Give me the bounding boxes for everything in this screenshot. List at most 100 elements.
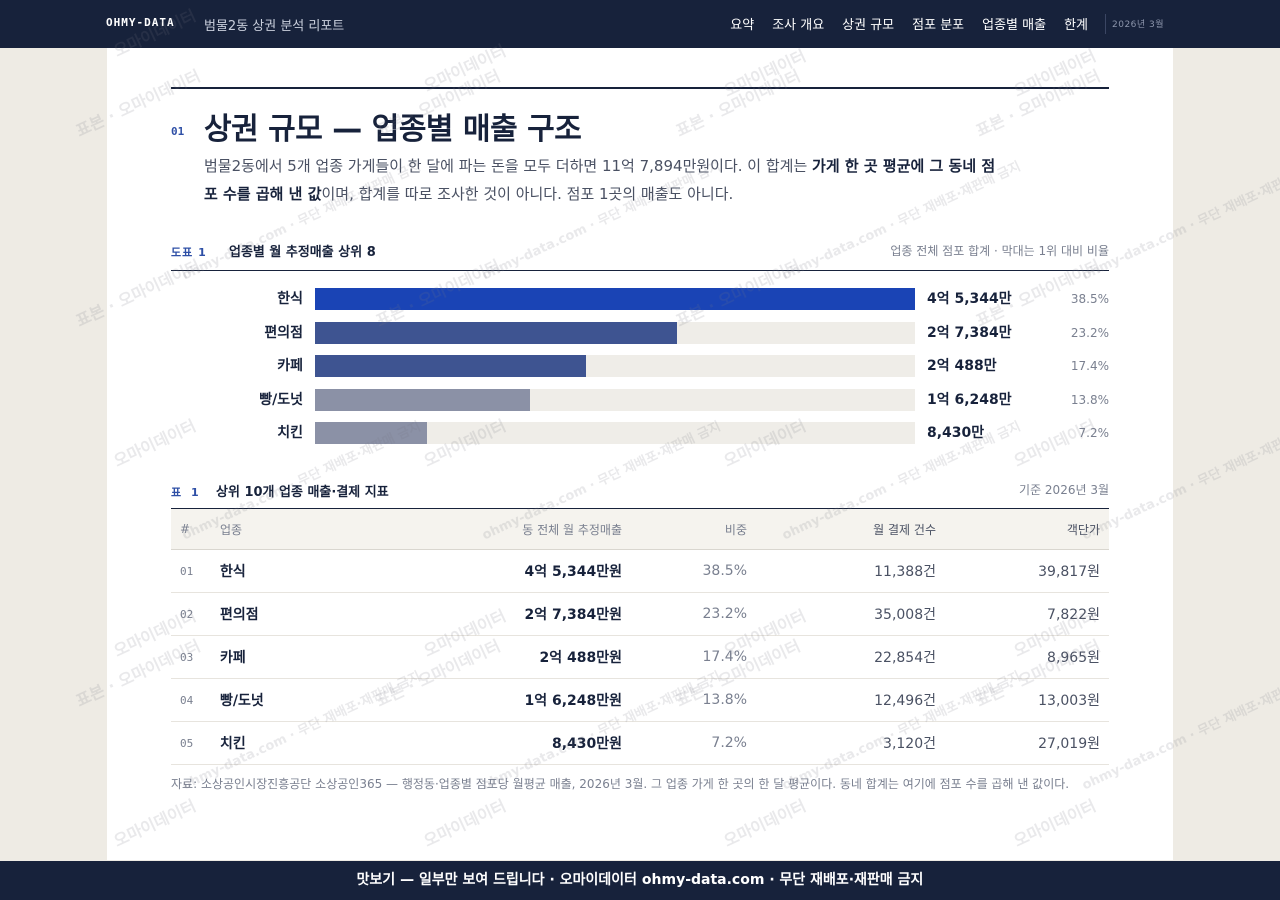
bar-value-label: 2억 7,384만 [927, 324, 1012, 341]
row-category: 빵/도넛 [211, 678, 331, 722]
bar [315, 355, 587, 377]
bar-track [315, 422, 915, 444]
bar [315, 321, 678, 344]
bar-share-label: 17.4% [1070, 359, 1109, 373]
bar-chart: 한식 4억 5,344만 38.5% 편의점 2억 7,384만 23.2% 카페 2억 48… [171, 288, 1109, 456]
table-row: 03 카페 2억 488만원 17.4% 22,854건 8,965원 [171, 635, 1109, 679]
nav-market-size[interactable]: 상권 규모 [842, 18, 895, 33]
bar-row: 카페 2억 488만 17.4% [171, 355, 1109, 389]
row-rank: 03 [171, 635, 211, 679]
table-row: 04 빵/도넛 1억 6,248만원 13.8% 12,496건 13,003원 [171, 678, 1109, 722]
nav-limitations[interactable]: 한계 [1064, 18, 1088, 33]
desc-part-1: 범물2동에서 5개 업종 가게들이 한 달에 파는 돈을 모두 더하면 11억 … [204, 157, 813, 175]
row-average-ticket: 27,019원 [945, 721, 1109, 765]
row-monthly-sales: 1억 6,248만원 [331, 678, 631, 722]
section-title: 상권 규모 — 업종별 매출 구조 [204, 112, 582, 147]
section-rule [171, 87, 1109, 89]
bar-value-label: 8,430만 [927, 425, 985, 441]
row-average-ticket: 8,965원 [945, 635, 1109, 679]
table-title: 상위 10개 업종 매출·결제 지표 [216, 485, 389, 500]
figure-note: 업종 전체 점포 합계 · 막대는 1위 대비 비율 [890, 244, 1109, 258]
row-payment-count: 35,008건 [756, 592, 945, 636]
row-share: 23.2% [631, 592, 756, 636]
row-rank: 01 [171, 549, 211, 593]
desc-part-2: 이며, 합계를 따로 조사한 것이 아니다. 점포 1곳의 매출도 아니다. [321, 185, 734, 203]
bar-category-label: 빵/도넛 [259, 391, 303, 408]
table-tag: 표 1 [171, 486, 202, 499]
table-header: 표 1 상위 10개 업종 매출·결제 지표 기준 2026년 3월 [171, 480, 1109, 509]
row-monthly-sales: 8,430만원 [331, 721, 631, 765]
nav-sales-by-category[interactable]: 업종별 매출 [982, 18, 1047, 33]
row-category: 치킨 [211, 721, 331, 765]
metrics-table: # 업종 동 전체 월 추정매출 비중 월 결제 건수 객단가 01 한식 4억 5… [171, 508, 1109, 765]
row-payment-count: 12,496건 [756, 678, 945, 722]
row-category: 편의점 [211, 592, 331, 636]
bar-share-label: 13.8% [1070, 392, 1109, 407]
row-share: 7.2% [631, 721, 756, 765]
section-description: 범물2동에서 5개 업종 가게들이 한 달에 파는 돈을 모두 더하면 11억 … [204, 152, 1004, 208]
col-payment-count: 월 결제 건수 [756, 508, 945, 550]
bar-track [315, 288, 915, 310]
source-note: 자료: 소상공인시장진흥공단 소상공인365 — 행정동·업종별 점포당 월평균… [171, 777, 1070, 791]
bar-row: 빵/도넛 1억 6,248만 13.8% [171, 388, 1109, 423]
table-row: 05 치킨 8,430만원 7.2% 3,120건 27,019원 [171, 721, 1109, 765]
table-header-row: # 업종 동 전체 월 추정매출 비중 월 결제 건수 객단가 [171, 508, 1109, 550]
nav-summary[interactable]: 요약 [730, 18, 755, 33]
col-share: 비중 [631, 508, 756, 550]
bar-value-label: 2억 488만 [927, 358, 997, 374]
bar-track [315, 355, 915, 377]
bar-value-label: 1억 6,248만 [927, 391, 1012, 408]
row-monthly-sales: 2억 488만원 [331, 635, 631, 679]
section-number: 01 [171, 125, 185, 138]
bar-share-label: 7.2% [1078, 426, 1110, 440]
bar-category-label: 편의점 [264, 324, 303, 341]
col-rank: # [171, 508, 211, 550]
report-sheet: 01 상권 규모 — 업종별 매출 구조 범물2동에서 5개 업종 가게들이 한… [107, 48, 1173, 860]
bar-share-label: 23.2% [1070, 325, 1109, 340]
bar [315, 422, 427, 444]
nav-store-distribution[interactable]: 점포 분포 [912, 18, 965, 33]
row-payment-count: 3,120건 [756, 721, 945, 765]
col-monthly-sales: 동 전체 월 추정매출 [331, 508, 631, 550]
nav-survey-overview[interactable]: 조사 개요 [772, 18, 825, 33]
row-average-ticket: 13,003원 [945, 678, 1109, 722]
row-average-ticket: 39,817원 [945, 549, 1109, 593]
row-monthly-sales: 2억 7,384만원 [331, 592, 631, 636]
row-share: 13.8% [631, 678, 756, 722]
table-body: 01 한식 4억 5,344만원 38.5% 11,388건 39,817원 02 편의점 2억… [171, 549, 1109, 765]
col-category: 업종 [211, 508, 331, 550]
row-average-ticket: 7,822원 [945, 592, 1109, 636]
nav-divider [1105, 14, 1106, 34]
report-title: 범물2동 상권 분석 리포트 [204, 19, 345, 34]
bar-track [315, 388, 915, 411]
row-payment-count: 22,854건 [756, 635, 945, 679]
desc-emphasis: 가게 한 곳 평균에 그 동네 점포 수를 곱해 낸 값 [204, 157, 996, 203]
figure-header: 도표 1 업종별 월 추정매출 상위 8 업종 전체 점포 합계 · 막대는 1… [171, 240, 1109, 271]
preview-footer-banner: 맛보기 — 일부만 보여 드립니다 · 오마이데이터 ohmy-data.com… [0, 861, 1280, 900]
table-note: 기준 2026년 3월 [1019, 483, 1109, 497]
bar [315, 388, 530, 411]
main-nav: 요약 조사 개요 상권 규모 점포 분포 업종별 매출 한계 [730, 14, 1088, 33]
brand-logo[interactable]: OHMY-DATA [106, 16, 175, 29]
row-monthly-sales: 4억 5,344만원 [331, 549, 631, 593]
bar-category-label: 치킨 [277, 425, 303, 441]
report-date: 2026년 3월 [1112, 20, 1165, 30]
bar-category-label: 한식 [277, 291, 303, 307]
row-payment-count: 11,388건 [756, 549, 945, 593]
col-average-ticket: 객단가 [945, 508, 1109, 550]
bar-row: 치킨 8,430만 7.2% [171, 422, 1109, 456]
row-share: 38.5% [631, 549, 756, 593]
bar-share-label: 38.5% [1070, 292, 1109, 306]
top-navbar: OHMY-DATA 범물2동 상권 분석 리포트 요약 조사 개요 상권 규모 … [0, 0, 1280, 48]
row-rank: 04 [171, 678, 211, 722]
bar-row: 한식 4억 5,344만 38.5% [171, 288, 1109, 322]
row-share: 17.4% [631, 635, 756, 679]
figure-tag: 도표 1 [171, 246, 207, 259]
row-rank: 02 [171, 592, 211, 636]
bar-category-label: 카페 [277, 358, 303, 374]
row-category: 한식 [211, 549, 331, 593]
figure-title: 업종별 월 추정매출 상위 8 [229, 245, 376, 260]
bar-row: 편의점 2억 7,384만 23.2% [171, 321, 1109, 356]
table-row: 02 편의점 2억 7,384만원 23.2% 35,008건 7,822원 [171, 592, 1109, 636]
bar-track [315, 321, 915, 344]
